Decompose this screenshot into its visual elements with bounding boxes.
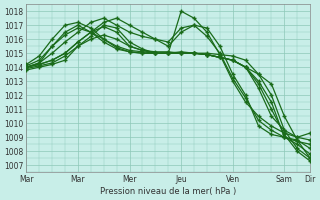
X-axis label: Pression niveau de la mer( hPa ): Pression niveau de la mer( hPa ) <box>100 187 236 196</box>
